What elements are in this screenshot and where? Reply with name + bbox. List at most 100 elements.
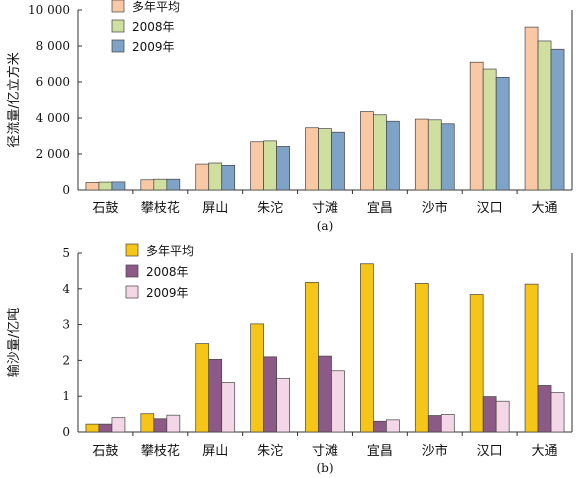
x-category-label: 攀枝花 xyxy=(141,443,180,459)
legend-swatch xyxy=(111,19,125,33)
bar-寸滩-2008年 xyxy=(318,128,332,191)
bar-大通-多年平均 xyxy=(524,283,539,433)
bar-寸滩-2009年 xyxy=(331,370,345,433)
bar-宜昌-多年平均 xyxy=(360,263,374,433)
bar-宜昌-多年平均 xyxy=(360,111,374,191)
legend-swatch xyxy=(125,264,139,278)
x-category-label: 沙市 xyxy=(422,200,448,216)
bar-沙市-2008年 xyxy=(427,415,442,433)
bar-石鼓-2008年 xyxy=(98,423,113,433)
bar-屏山-多年平均 xyxy=(195,343,210,433)
x-category-label: 攀枝花 xyxy=(141,200,180,216)
x-category-label: 汉口 xyxy=(477,444,503,459)
bar-攀枝花-2009年 xyxy=(166,178,181,191)
bar-石鼓-多年平均 xyxy=(85,182,100,191)
y-tick-label: 4 xyxy=(62,282,70,296)
bar-攀枝花-2009年 xyxy=(166,414,181,433)
x-category-label: 寸滩 xyxy=(312,444,338,459)
legend-label: 2008年 xyxy=(146,265,189,279)
x-category-label: 屏山 xyxy=(202,201,228,216)
y-tick-label: 8 000 xyxy=(36,39,70,53)
legend-label: 多年平均 xyxy=(146,244,194,258)
bar-攀枝花-多年平均 xyxy=(140,179,155,191)
bar-大通-2009年 xyxy=(550,392,565,433)
x-category-label: 屏山 xyxy=(202,444,228,459)
y-axis-label: 输沙量/亿吨 xyxy=(6,308,22,377)
y-tick-label: 1 xyxy=(62,389,70,403)
y-axis-label: 径流量/亿立方米 xyxy=(6,52,22,147)
bar-汉口-多年平均 xyxy=(469,61,484,191)
x-category-label: 朱沱 xyxy=(257,443,283,459)
bar-寸滩-多年平均 xyxy=(305,282,319,433)
bar-沙市-2009年 xyxy=(440,123,455,191)
bar-屏山-2009年 xyxy=(221,164,236,191)
bar-大通-多年平均 xyxy=(524,26,539,191)
bar-攀枝花-2008年 xyxy=(153,418,168,433)
legend-swatch xyxy=(125,243,139,257)
y-tick-label: 0 xyxy=(62,425,70,439)
bar-大通-2008年 xyxy=(537,385,552,433)
bar-石鼓-多年平均 xyxy=(85,423,100,433)
bar-朱沱-2009年 xyxy=(276,377,290,433)
x-category-label: 石鼓 xyxy=(92,444,118,459)
y-tick-label: 5 xyxy=(62,246,70,260)
x-category-label: 汉口 xyxy=(477,201,503,216)
bar-寸滩-多年平均 xyxy=(305,127,319,191)
legend-label: 2008年 xyxy=(132,20,175,34)
legend-swatch xyxy=(111,0,125,13)
bar-宜昌-2009年 xyxy=(386,120,400,191)
bar-屏山-2009年 xyxy=(221,382,236,433)
bar-汉口-2008年 xyxy=(482,68,497,191)
y-tick-label: 10 000 xyxy=(28,3,70,17)
x-category-label: 大通 xyxy=(532,444,558,459)
bar-宜昌-2008年 xyxy=(373,420,387,433)
bar-攀枝花-多年平均 xyxy=(140,413,155,433)
x-category-label: 朱沱 xyxy=(257,200,283,216)
bar-寸滩-2009年 xyxy=(331,131,345,191)
x-category-label: 寸滩 xyxy=(312,201,338,216)
bar-石鼓-2009年 xyxy=(111,181,126,191)
y-tick-label: 4 000 xyxy=(36,111,70,125)
bar-屏山-多年平均 xyxy=(195,163,210,191)
bar-汉口-2009年 xyxy=(495,76,510,191)
legend-label: 2009年 xyxy=(132,40,175,54)
bar-石鼓-2008年 xyxy=(98,181,113,191)
x-category-label: 宜昌 xyxy=(367,201,393,216)
bar-寸滩-2008年 xyxy=(318,355,332,433)
legend-swatch xyxy=(125,285,139,299)
x-category-label: 大通 xyxy=(532,201,558,216)
bar-沙市-2009年 xyxy=(440,414,455,433)
x-category-label: 沙市 xyxy=(422,443,448,459)
panel-label: (b) xyxy=(316,461,333,475)
x-category-label: 宜昌 xyxy=(367,444,393,459)
bar-石鼓-2009年 xyxy=(111,417,126,433)
legend-label: 2009年 xyxy=(146,286,189,300)
bar-屏山-2008年 xyxy=(208,162,223,191)
bar-朱沱-多年平均 xyxy=(250,141,264,191)
legend-label: 多年平均 xyxy=(132,0,180,14)
panel-label: (a) xyxy=(317,219,334,233)
x-category-label: 石鼓 xyxy=(92,201,118,216)
y-tick-label: 6 000 xyxy=(36,75,70,89)
bar-汉口-多年平均 xyxy=(469,294,484,433)
bar-沙市-多年平均 xyxy=(414,283,429,433)
bar-汉口-2009年 xyxy=(495,400,510,433)
bar-沙市-多年平均 xyxy=(414,118,429,191)
y-tick-label: 0 xyxy=(62,183,70,197)
y-tick-label: 3 xyxy=(62,318,70,332)
bar-大通-2008年 xyxy=(537,40,552,191)
bar-朱沱-多年平均 xyxy=(250,323,264,433)
bar-屏山-2008年 xyxy=(208,358,223,433)
legend-swatch xyxy=(111,39,125,53)
bar-宜昌-2009年 xyxy=(386,419,400,433)
bar-朱沱-2008年 xyxy=(263,140,277,191)
bar-朱沱-2009年 xyxy=(276,146,290,191)
y-tick-label: 2 xyxy=(62,353,70,367)
bar-大通-2009年 xyxy=(550,48,565,191)
bar-沙市-2008年 xyxy=(427,119,442,191)
y-tick-label: 2 000 xyxy=(36,147,70,161)
bar-攀枝花-2008年 xyxy=(153,178,168,191)
bar-朱沱-2008年 xyxy=(263,356,277,433)
bar-宜昌-2008年 xyxy=(373,114,387,191)
